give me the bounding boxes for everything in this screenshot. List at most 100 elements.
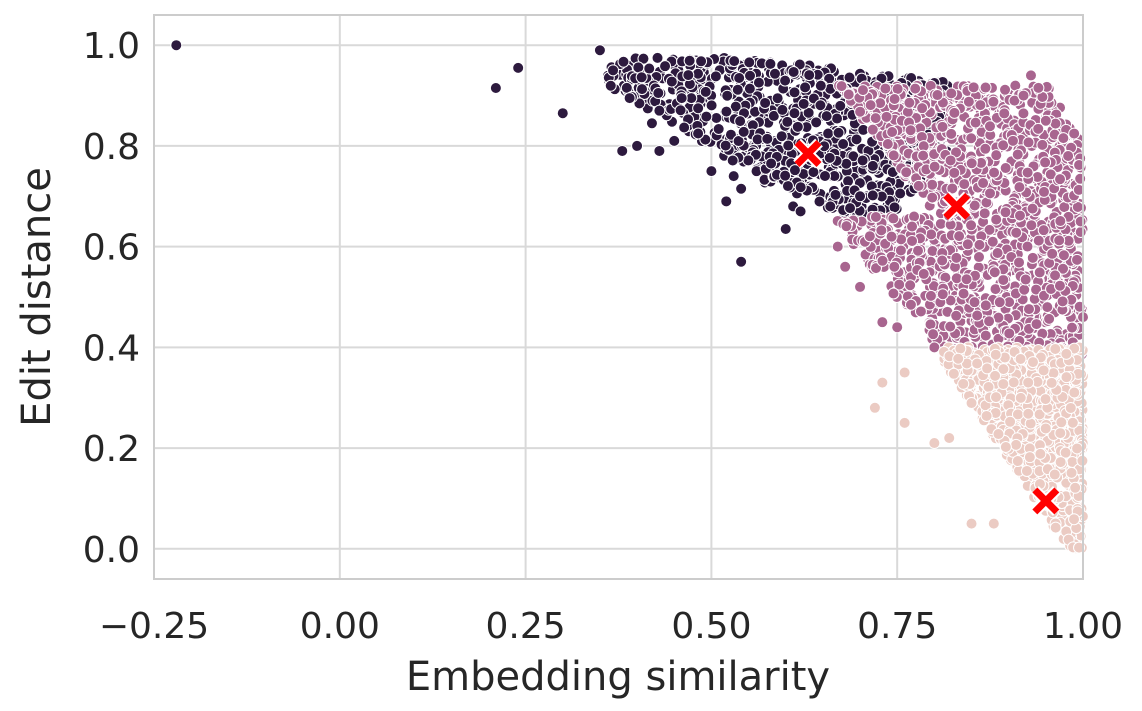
scatter-point: [643, 62, 656, 75]
centroid-mid-marker: [941, 191, 972, 222]
scatter-point: [710, 112, 723, 125]
centroid-light-marker: [1030, 486, 1061, 516]
scatter-point: [765, 157, 778, 170]
scatter-point: [652, 87, 665, 100]
scatter-point: [1056, 295, 1069, 308]
scatter-point: [1044, 168, 1057, 181]
scatter-point: [721, 89, 734, 102]
scatter-point: [990, 391, 1003, 404]
scatter-point: [894, 244, 907, 257]
scatter-point: [1021, 240, 1034, 253]
scatter-point: [759, 96, 772, 109]
scatter-point: [1062, 150, 1075, 162]
scatter-point: [637, 52, 650, 65]
scatter-point: [635, 71, 648, 84]
scatter-point: [1064, 401, 1077, 414]
scatter-point: [869, 210, 882, 223]
scatter-point: [866, 159, 879, 172]
scatter-point: [170, 39, 183, 52]
scatter-point: [876, 316, 889, 329]
scatter-point: [779, 169, 792, 182]
centroid-dark-marker: [793, 138, 823, 169]
scatter-point: [978, 207, 991, 220]
scatter-point: [850, 133, 863, 146]
scatter-point: [682, 69, 695, 82]
scatter-point: [984, 187, 997, 200]
scatter-point: [973, 238, 986, 251]
scatter-point: [843, 71, 856, 84]
scatter-point: [968, 199, 981, 212]
scatter-point: [957, 287, 970, 300]
scatter-point: [775, 130, 788, 143]
scatter-point: [875, 224, 888, 237]
scatter-point: [814, 99, 827, 112]
y-tick-label: 0.0: [83, 530, 140, 571]
scatter-point: [958, 178, 971, 191]
scatter-point: [999, 83, 1012, 96]
scatter-point: [912, 244, 925, 257]
scatter-point: [1071, 253, 1084, 266]
scatter-point: [1071, 442, 1084, 455]
scatter-point: [1022, 376, 1035, 389]
scatter-point: [1022, 303, 1035, 316]
scatter-point: [1026, 202, 1039, 215]
scatter-point: [908, 210, 921, 223]
scatter-point: [917, 267, 930, 280]
scatter-point: [948, 166, 961, 179]
scatter-point: [1003, 327, 1016, 340]
scatter-point: [945, 127, 958, 140]
scatter-point: [927, 328, 940, 341]
scatter-point: [979, 142, 992, 155]
scatter-point: [728, 55, 741, 68]
scatter-point: [788, 164, 801, 177]
scatter-point: [924, 289, 937, 302]
scatter-point: [925, 228, 938, 241]
scatter-point: [813, 195, 826, 208]
scatter-point: [744, 69, 757, 82]
scatter-point: [854, 105, 867, 118]
y-tick-label: 0.8: [83, 127, 140, 168]
scatter-point: [947, 367, 960, 380]
scatter-point: [854, 190, 867, 203]
scatter-point: [997, 378, 1010, 391]
scatter-point: [840, 220, 853, 233]
scatter-point: [960, 273, 973, 286]
scatter-point: [946, 182, 959, 195]
scatter-point: [1024, 417, 1037, 430]
scatter-point: [617, 55, 630, 68]
scatter-point: [807, 166, 820, 179]
scatter-point: [894, 187, 907, 200]
scatter-point: [732, 135, 745, 148]
scatter-point: [734, 115, 747, 128]
scatter-point: [1068, 386, 1081, 399]
scatter-point: [1037, 224, 1050, 237]
scatter-point: [692, 127, 705, 140]
scatter-point: [1032, 122, 1045, 135]
scatter-point: [623, 92, 636, 105]
scatter-point: [593, 44, 606, 57]
scatter-point: [1018, 283, 1031, 296]
scatter-point: [999, 206, 1012, 219]
scatter-point: [779, 223, 792, 236]
scatter-point: [705, 165, 718, 178]
scatter-point: [631, 139, 644, 152]
scatter-point: [735, 255, 748, 268]
y-axis-label: Edit distance: [14, 167, 60, 427]
scatter-point: [797, 97, 810, 110]
scatter-point: [979, 81, 992, 94]
scatter-point: [1074, 226, 1087, 239]
scatter-point: [839, 260, 852, 273]
scatter-point: [776, 103, 789, 116]
scatter-point: [726, 154, 739, 167]
scatter-point: [965, 132, 978, 145]
scatter-point: [912, 179, 925, 192]
scatter-point: [665, 75, 678, 88]
scatter-point: [982, 381, 995, 394]
scatter-point: [1055, 416, 1068, 429]
scatter-point: [1065, 466, 1078, 479]
scatter-point: [983, 120, 996, 133]
scatter-point: [782, 139, 795, 152]
scatter-point: [712, 122, 725, 135]
scatter-point: [948, 106, 961, 119]
scatter-point: [971, 309, 984, 322]
